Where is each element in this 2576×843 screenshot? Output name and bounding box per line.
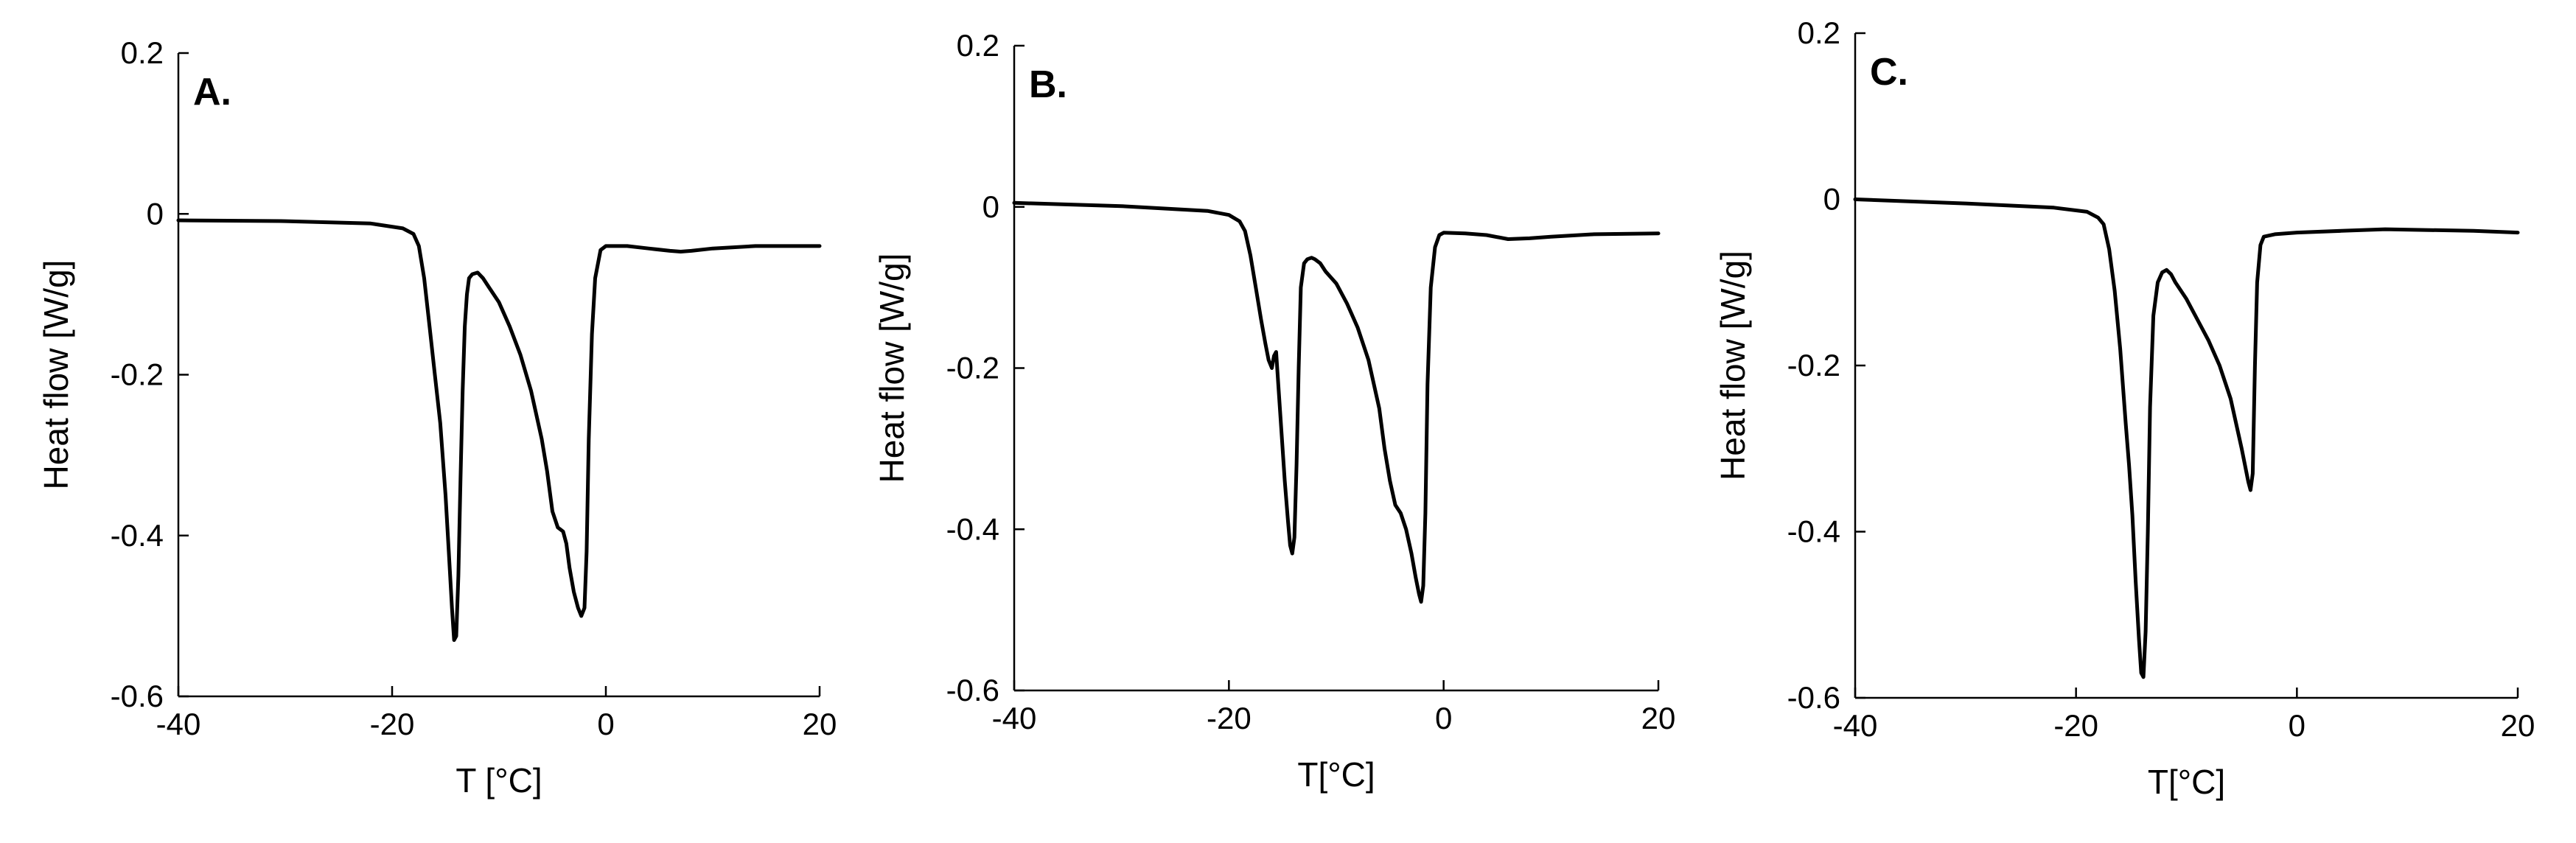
y-tick-label-b: -0.2	[946, 351, 999, 385]
y-axis-title-a: Heat flow [W/g]	[37, 260, 75, 490]
x-tick-label-c: -20	[2053, 708, 2098, 743]
y-axis-title-b: Heat flow [W/g]	[873, 253, 911, 483]
y-tick-label-c: 0	[1823, 182, 1840, 217]
x-axis-title-b: T[°C]	[1297, 755, 1375, 794]
x-tick-label-b: 20	[1641, 701, 1676, 735]
x-tick-label-a: -40	[156, 707, 201, 741]
panel-label-b: B.	[1029, 63, 1067, 106]
x-tick-label-b: -20	[1207, 701, 1252, 735]
series-line-b	[1012, 200, 1661, 604]
panel-label-c: C.	[1870, 51, 1908, 94]
series-line-a	[176, 218, 822, 643]
panel-a: 0.2 0 -0.2 -0.4 -0.6-40 -20 0 20 T [°C] Heat flow…	[37, 35, 837, 800]
x-tick-label-a: -20	[370, 707, 415, 741]
series-line-c	[1853, 197, 2520, 679]
y-tick-label-a: 0.2	[121, 35, 164, 70]
y-tick-label-c: -0.6	[1787, 680, 1840, 715]
x-tick-label-b: 0	[1435, 701, 1452, 735]
x-tick-label-b: -40	[992, 701, 1037, 735]
panel-b: 0.2 0 -0.2 -0.4 -0.6-40 -20 0 20 T[°C] Heat flow …	[873, 28, 1675, 794]
y-tick-label-c: -0.4	[1787, 514, 1840, 549]
y-axis-title-c: Heat flow [W/g]	[1714, 251, 1752, 480]
y-tick-label-a: 0	[147, 196, 164, 231]
x-tick-label-c: 0	[2289, 708, 2306, 743]
y-tick-label-a: -0.2	[111, 357, 164, 392]
x-tick-label-a: 0	[597, 707, 614, 741]
panel-label-a: A.	[193, 71, 231, 113]
y-tick-label-a: -0.4	[111, 518, 164, 553]
x-axis-title-a: T [°C]	[455, 761, 542, 800]
y-tick-label-b: 0	[982, 189, 999, 224]
panel-c: 0.2 0 -0.2 -0.4 -0.6-40 -20 0 20 T[°C] Heat flow …	[1714, 15, 2535, 801]
x-tick-label-a: 20	[803, 707, 837, 741]
y-tick-label-b: -0.4	[946, 511, 999, 546]
y-tick-label-b: 0.2	[957, 28, 999, 63]
x-axis-title-c: T[°C]	[2148, 763, 2225, 801]
y-tick-label-c: -0.2	[1787, 348, 1840, 382]
y-tick-label-c: 0.2	[1798, 15, 1840, 50]
y-tick-label-b: -0.6	[946, 673, 999, 707]
y-tick-label-a: -0.6	[111, 679, 164, 713]
x-tick-label-c: -40	[1833, 708, 1878, 743]
x-tick-label-c: 20	[2501, 708, 2535, 743]
